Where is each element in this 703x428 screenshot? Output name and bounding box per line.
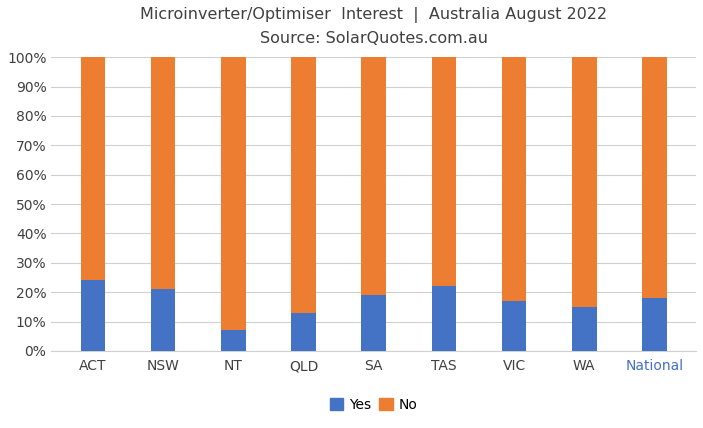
Bar [361,295,386,351]
Legend: Yes, No: Yes, No [324,392,423,417]
Bar [361,57,386,295]
Bar [221,57,245,330]
Bar [572,57,597,307]
Bar [291,313,316,351]
Bar [81,280,105,351]
Bar [151,289,175,351]
Bar [432,57,456,286]
Bar [291,57,316,313]
Bar [572,307,597,351]
Bar [221,330,245,351]
Bar [81,57,105,280]
Bar [642,57,666,298]
Bar [502,301,527,351]
Bar [502,57,527,301]
Bar [432,286,456,351]
Bar [642,298,666,351]
Bar [151,57,175,289]
Title: Microinverter/Optimiser  Interest  |  Australia August 2022
Source: SolarQuotes.: Microinverter/Optimiser Interest | Austr… [140,7,607,46]
